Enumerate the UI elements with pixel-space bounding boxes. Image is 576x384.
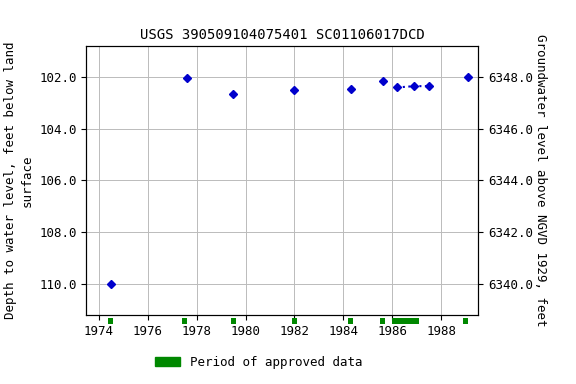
Bar [392, 318, 419, 324]
Bar [348, 318, 353, 324]
Bar [464, 318, 468, 324]
Bar [182, 318, 187, 324]
Bar [108, 318, 113, 324]
Bar [231, 318, 236, 324]
Legend: Period of approved data: Period of approved data [150, 351, 368, 374]
Bar [380, 318, 385, 324]
Bar [292, 318, 297, 324]
Y-axis label: Depth to water level, feet below land
surface: Depth to water level, feet below land su… [3, 42, 33, 319]
Title: USGS 390509104075401 SC01106017DCD: USGS 390509104075401 SC01106017DCD [140, 28, 425, 42]
Y-axis label: Groundwater level above NGVD 1929, feet: Groundwater level above NGVD 1929, feet [534, 34, 547, 327]
